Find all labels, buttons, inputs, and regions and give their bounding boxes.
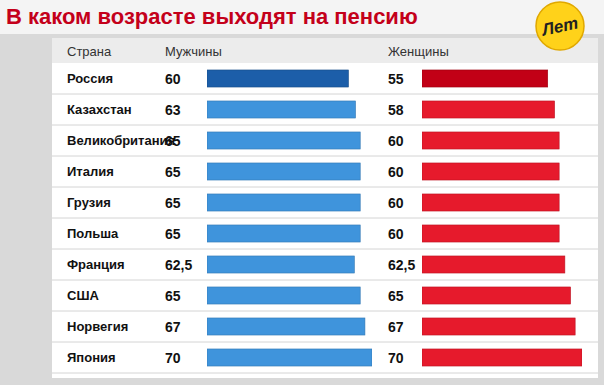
chart: В каком возрасте выходят на пенсию Лет Стр… xyxy=(0,0,604,385)
bar xyxy=(422,256,565,273)
data-label: 67 xyxy=(388,319,404,335)
data-label: 67 xyxy=(165,319,181,335)
category-label: Италия xyxy=(67,164,114,179)
data-label: 62,5 xyxy=(165,257,192,273)
row-separator xyxy=(52,342,598,343)
data-label: 62,5 xyxy=(388,257,415,273)
bar xyxy=(207,349,372,366)
bar xyxy=(422,194,559,211)
row-separator xyxy=(52,187,598,188)
bar xyxy=(207,318,365,335)
table-panel xyxy=(52,38,598,378)
bar xyxy=(422,225,559,242)
y-tick: Польша xyxy=(62,226,119,241)
data-label: 60 xyxy=(388,133,404,149)
bar xyxy=(422,349,582,366)
y-tick: Грузия xyxy=(62,195,111,210)
category-label: Великобритания xyxy=(67,133,175,148)
row-separator xyxy=(52,156,598,157)
bar xyxy=(207,225,360,242)
bar xyxy=(207,256,354,273)
data-label: 70 xyxy=(165,350,181,366)
category-header: Страна xyxy=(67,44,112,59)
background xyxy=(0,0,604,385)
header-row xyxy=(52,38,598,63)
data-label: 60 xyxy=(388,226,404,242)
bar xyxy=(207,163,360,180)
bar xyxy=(422,287,571,304)
row-separator xyxy=(52,373,598,374)
y-tick: Франция xyxy=(62,257,125,272)
y-tick: Великобритания xyxy=(62,133,175,148)
y-axis: Россия Казахстан Великобритания Италия Грузи… xyxy=(62,71,175,365)
data-label: 55 xyxy=(388,71,404,87)
bar xyxy=(207,194,360,211)
y-tick: Италия xyxy=(62,164,114,179)
title-band xyxy=(0,0,604,34)
row-separator xyxy=(52,311,598,312)
category-label: Норвегия xyxy=(67,319,128,334)
data-label: 58 xyxy=(388,102,404,118)
row-separator xyxy=(52,94,598,95)
y-tick: США xyxy=(62,288,99,303)
data-labels: 60 63 65 65 65 65 62,5 65 67 70 xyxy=(165,71,192,366)
bar xyxy=(422,101,555,118)
data-label: 65 xyxy=(165,226,181,242)
data-label: 65 xyxy=(165,133,181,149)
data-label: 65 xyxy=(165,164,181,180)
bar xyxy=(207,101,356,118)
bar xyxy=(207,70,348,87)
bar xyxy=(422,70,548,87)
category-label: Польша xyxy=(67,226,119,241)
bars xyxy=(207,70,372,366)
category-label: Казахстан xyxy=(67,102,132,117)
data-label: 65 xyxy=(165,288,181,304)
bars xyxy=(422,70,582,366)
row-separator xyxy=(52,218,598,219)
data-label: 60 xyxy=(165,71,181,87)
title: В каком возрасте выходят на пенсию xyxy=(6,4,418,29)
category-label: Грузия xyxy=(67,195,111,210)
row-separator xyxy=(52,280,598,281)
data-labels: 55 58 60 60 60 60 62,5 65 67 70 xyxy=(388,71,415,366)
category-label: Япония xyxy=(67,350,116,365)
bar xyxy=(422,132,559,149)
y-tick: Норвегия xyxy=(62,319,128,334)
category-label: Франция xyxy=(67,257,125,272)
bar xyxy=(207,132,360,149)
series-header: Мужчины xyxy=(165,44,222,59)
category-label: Россия xyxy=(67,71,113,86)
bar xyxy=(422,163,559,180)
badge xyxy=(536,2,584,50)
y-tick: Япония xyxy=(62,350,116,365)
row-separator xyxy=(52,249,598,250)
bar xyxy=(207,287,360,304)
data-label: 70 xyxy=(388,350,404,366)
row-separator xyxy=(52,125,598,126)
category-label: США xyxy=(67,288,99,303)
y-tick: Россия xyxy=(62,71,113,86)
data-label: 65 xyxy=(165,195,181,211)
series-header: Женщины xyxy=(388,44,449,59)
data-label: 65 xyxy=(388,288,404,304)
data-label: 60 xyxy=(388,164,404,180)
data-label: 63 xyxy=(165,102,181,118)
badge-label: Лет xyxy=(538,13,579,40)
y-tick: Казахстан xyxy=(62,102,132,117)
data-label: 60 xyxy=(388,195,404,211)
bar xyxy=(422,318,575,335)
